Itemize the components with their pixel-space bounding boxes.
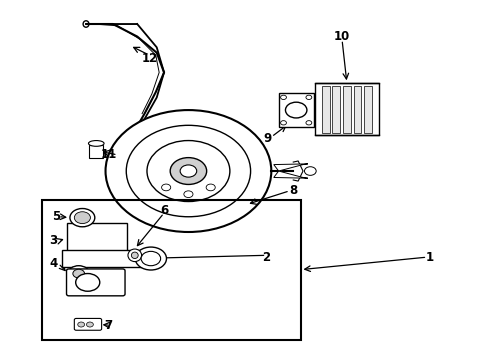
Text: 1: 1 [425, 251, 433, 264]
Text: 8: 8 [288, 184, 297, 197]
Circle shape [161, 184, 170, 191]
Text: 7: 7 [103, 319, 112, 332]
Circle shape [141, 251, 160, 266]
FancyBboxPatch shape [66, 269, 125, 296]
Bar [66, 223, 127, 253]
Ellipse shape [131, 252, 138, 258]
Bar [61, 250, 147, 267]
Text: 6: 6 [160, 204, 168, 217]
Circle shape [78, 322, 84, 327]
Circle shape [170, 158, 206, 184]
Circle shape [183, 191, 193, 198]
Bar [321, 86, 329, 132]
Bar [364, 86, 371, 132]
Bar [342, 86, 350, 132]
Bar [353, 86, 361, 132]
Circle shape [68, 266, 89, 282]
Bar [332, 86, 340, 132]
Circle shape [70, 208, 95, 227]
Text: 5: 5 [52, 210, 60, 223]
Circle shape [305, 95, 311, 99]
Text: 12: 12 [141, 51, 157, 64]
FancyBboxPatch shape [74, 319, 102, 330]
Circle shape [280, 95, 286, 99]
Text: 9: 9 [263, 132, 271, 145]
Circle shape [180, 165, 196, 177]
Circle shape [73, 269, 84, 278]
Ellipse shape [88, 140, 104, 146]
Bar [89, 145, 103, 158]
Text: 11: 11 [101, 148, 117, 161]
Circle shape [135, 247, 166, 270]
Bar [315, 83, 378, 135]
Polygon shape [273, 164, 307, 171]
Bar [42, 200, 300, 339]
Text: 4: 4 [49, 257, 58, 270]
Polygon shape [273, 171, 307, 178]
Circle shape [285, 102, 306, 118]
Circle shape [305, 121, 311, 125]
Circle shape [74, 212, 90, 224]
Circle shape [206, 184, 215, 191]
Text: 3: 3 [49, 234, 57, 247]
Ellipse shape [128, 249, 142, 262]
Text: 10: 10 [333, 30, 349, 43]
Circle shape [86, 322, 93, 327]
Bar [278, 93, 313, 127]
Text: 2: 2 [262, 251, 270, 264]
Circle shape [304, 167, 316, 175]
Circle shape [280, 121, 286, 125]
Circle shape [76, 274, 100, 291]
Circle shape [105, 110, 271, 232]
Ellipse shape [83, 21, 89, 27]
